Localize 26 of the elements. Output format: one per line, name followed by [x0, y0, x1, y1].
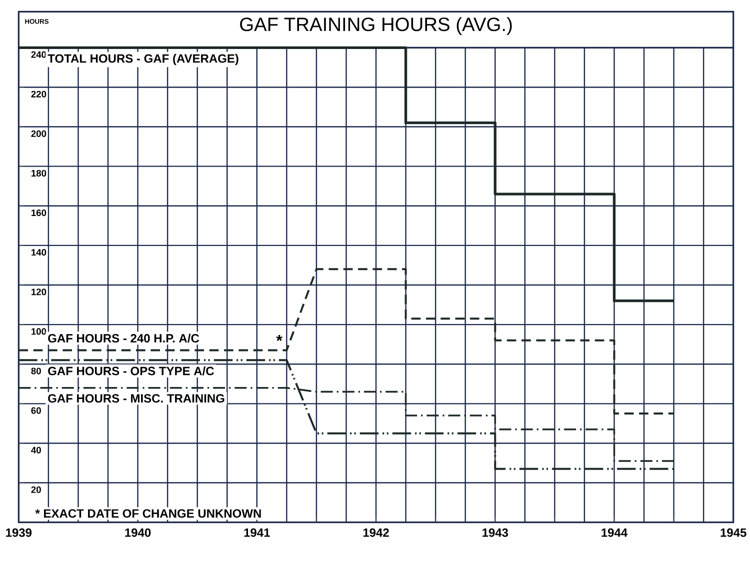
y-tick-label: 40	[31, 446, 41, 454]
series-label: GAF HOURS - OPS TYPE A/C	[48, 366, 214, 376]
series-label: GAF HOURS - 240 H.P. A/C	[48, 334, 200, 343]
y-tick-label: 140	[32, 249, 46, 256]
x-tick-label: 1939	[6, 528, 32, 537]
annotation: * EXACT DATE OF CHANGE UNKNOWN	[35, 509, 261, 518]
series-label: GAF HOURS - MISC. TRAINING	[48, 394, 224, 403]
x-tick-label: 1942	[363, 528, 389, 537]
x-tick-label: 1945	[720, 528, 746, 537]
y-tick-label: 200	[31, 130, 46, 137]
chart-title: GAF TRAINING HOURS (AVG.)	[240, 17, 512, 35]
series-label: TOTAL HOURS - GAF (AVERAGE)	[48, 54, 238, 66]
y-tick-label: 60	[31, 407, 41, 414]
x-tick-label: 1940	[125, 528, 151, 537]
x-tick-label: 1941	[244, 528, 270, 537]
annotation: *	[276, 335, 282, 341]
y-tick-label: 120	[32, 288, 46, 296]
y-tick-label: 180	[32, 170, 46, 177]
y-tick-label: 100	[32, 328, 46, 335]
y-tick-label: 160	[32, 210, 46, 216]
y-tick-label: 80	[31, 368, 41, 374]
y-tick-label: 240	[31, 51, 46, 58]
y-tick-label: 20	[31, 486, 41, 493]
y-tick-label: 220	[31, 90, 46, 98]
x-tick-label: 1944	[602, 528, 628, 537]
x-tick-label: 1943	[482, 528, 508, 537]
